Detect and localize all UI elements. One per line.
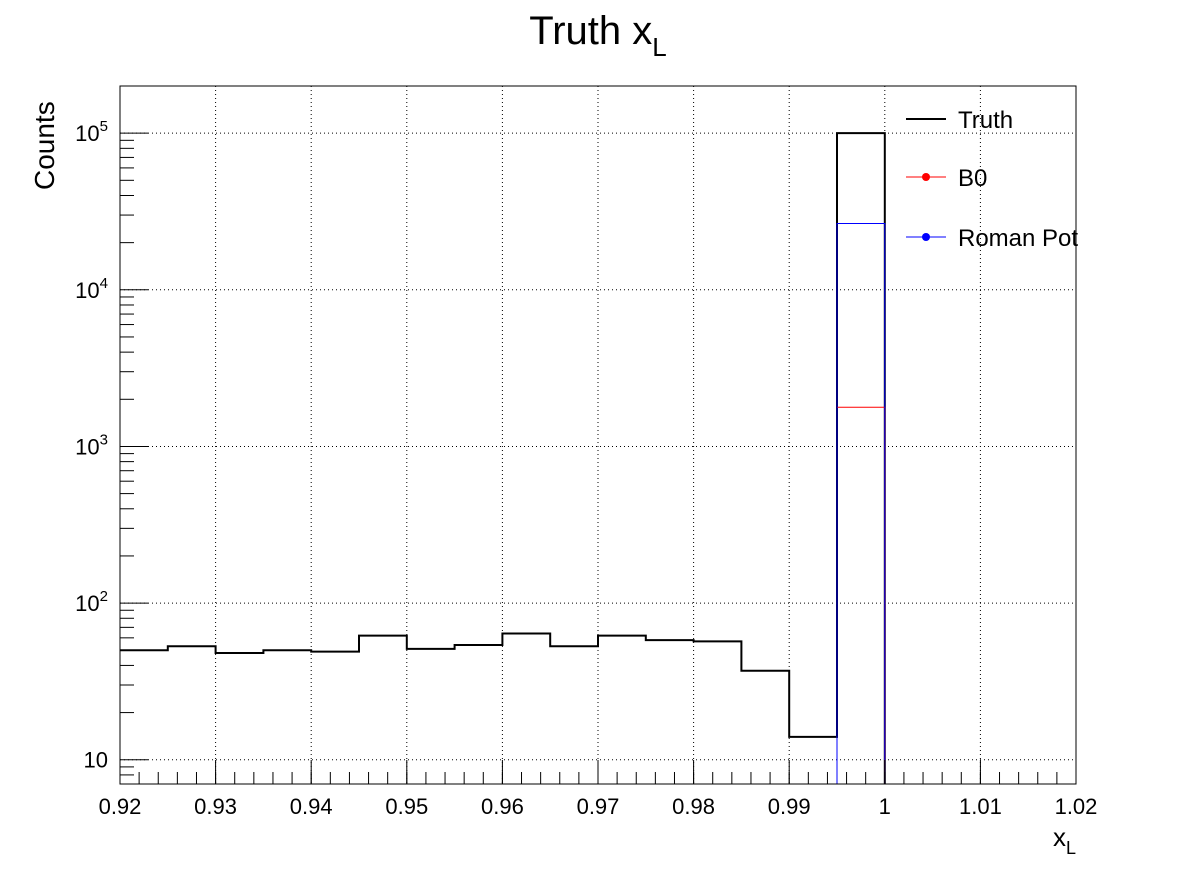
x-axis-title: xL: [1053, 822, 1076, 858]
series-truth: [120, 132, 886, 784]
y-tick-label: 103: [75, 431, 108, 459]
x-tick-label: 0.95: [385, 794, 428, 819]
x-axis-title-subscript: L: [1066, 838, 1076, 858]
y-tick-label: 10: [84, 748, 108, 773]
y-axis: 10 102 103 104 105: [75, 85, 148, 785]
x-tick-label: 1: [879, 794, 891, 819]
x-tick-label: 0.93: [194, 794, 237, 819]
x-tick-label: 0.92: [99, 794, 142, 819]
y-tick-label: 104: [75, 275, 108, 303]
series-layer: [120, 132, 886, 784]
legend: Truth B0 Roman Pot: [906, 107, 1078, 252]
legend-marker: [922, 233, 930, 241]
legend-label: Truth: [958, 107, 1013, 134]
y-tick-label: 102: [75, 588, 108, 616]
legend-label: Roman Pot: [958, 225, 1078, 252]
legend-entry: B0: [906, 165, 987, 192]
chart-title: Truth xL: [529, 9, 666, 62]
chart-title-main: Truth x: [529, 9, 652, 53]
x-tick-label: 0.97: [577, 794, 620, 819]
y-axis-title: Counts: [29, 101, 60, 190]
legend-entry: Roman Pot: [906, 225, 1078, 252]
legend-label: B0: [958, 165, 987, 192]
legend-entry: Truth: [906, 107, 1013, 134]
x-tick-label: 0.96: [481, 794, 524, 819]
series-roman-pot: [836, 223, 886, 784]
x-tick-label: 1.01: [959, 794, 1002, 819]
chart-title-subscript: L: [652, 32, 666, 62]
x-tick-label: 1.02: [1055, 794, 1098, 819]
legend-marker: [922, 173, 930, 181]
x-tick-label: 0.94: [290, 794, 333, 819]
x-tick-label: 0.98: [672, 794, 715, 819]
y-tick-label: 105: [75, 118, 108, 146]
x-tick-label: 0.99: [768, 794, 811, 819]
x-axis: 0.92 0.93 0.94 0.95 0.96 0.97 0.98 0.99 1 1.01 1.0…: [99, 760, 1098, 819]
x-axis-title-main: x: [1053, 822, 1066, 852]
